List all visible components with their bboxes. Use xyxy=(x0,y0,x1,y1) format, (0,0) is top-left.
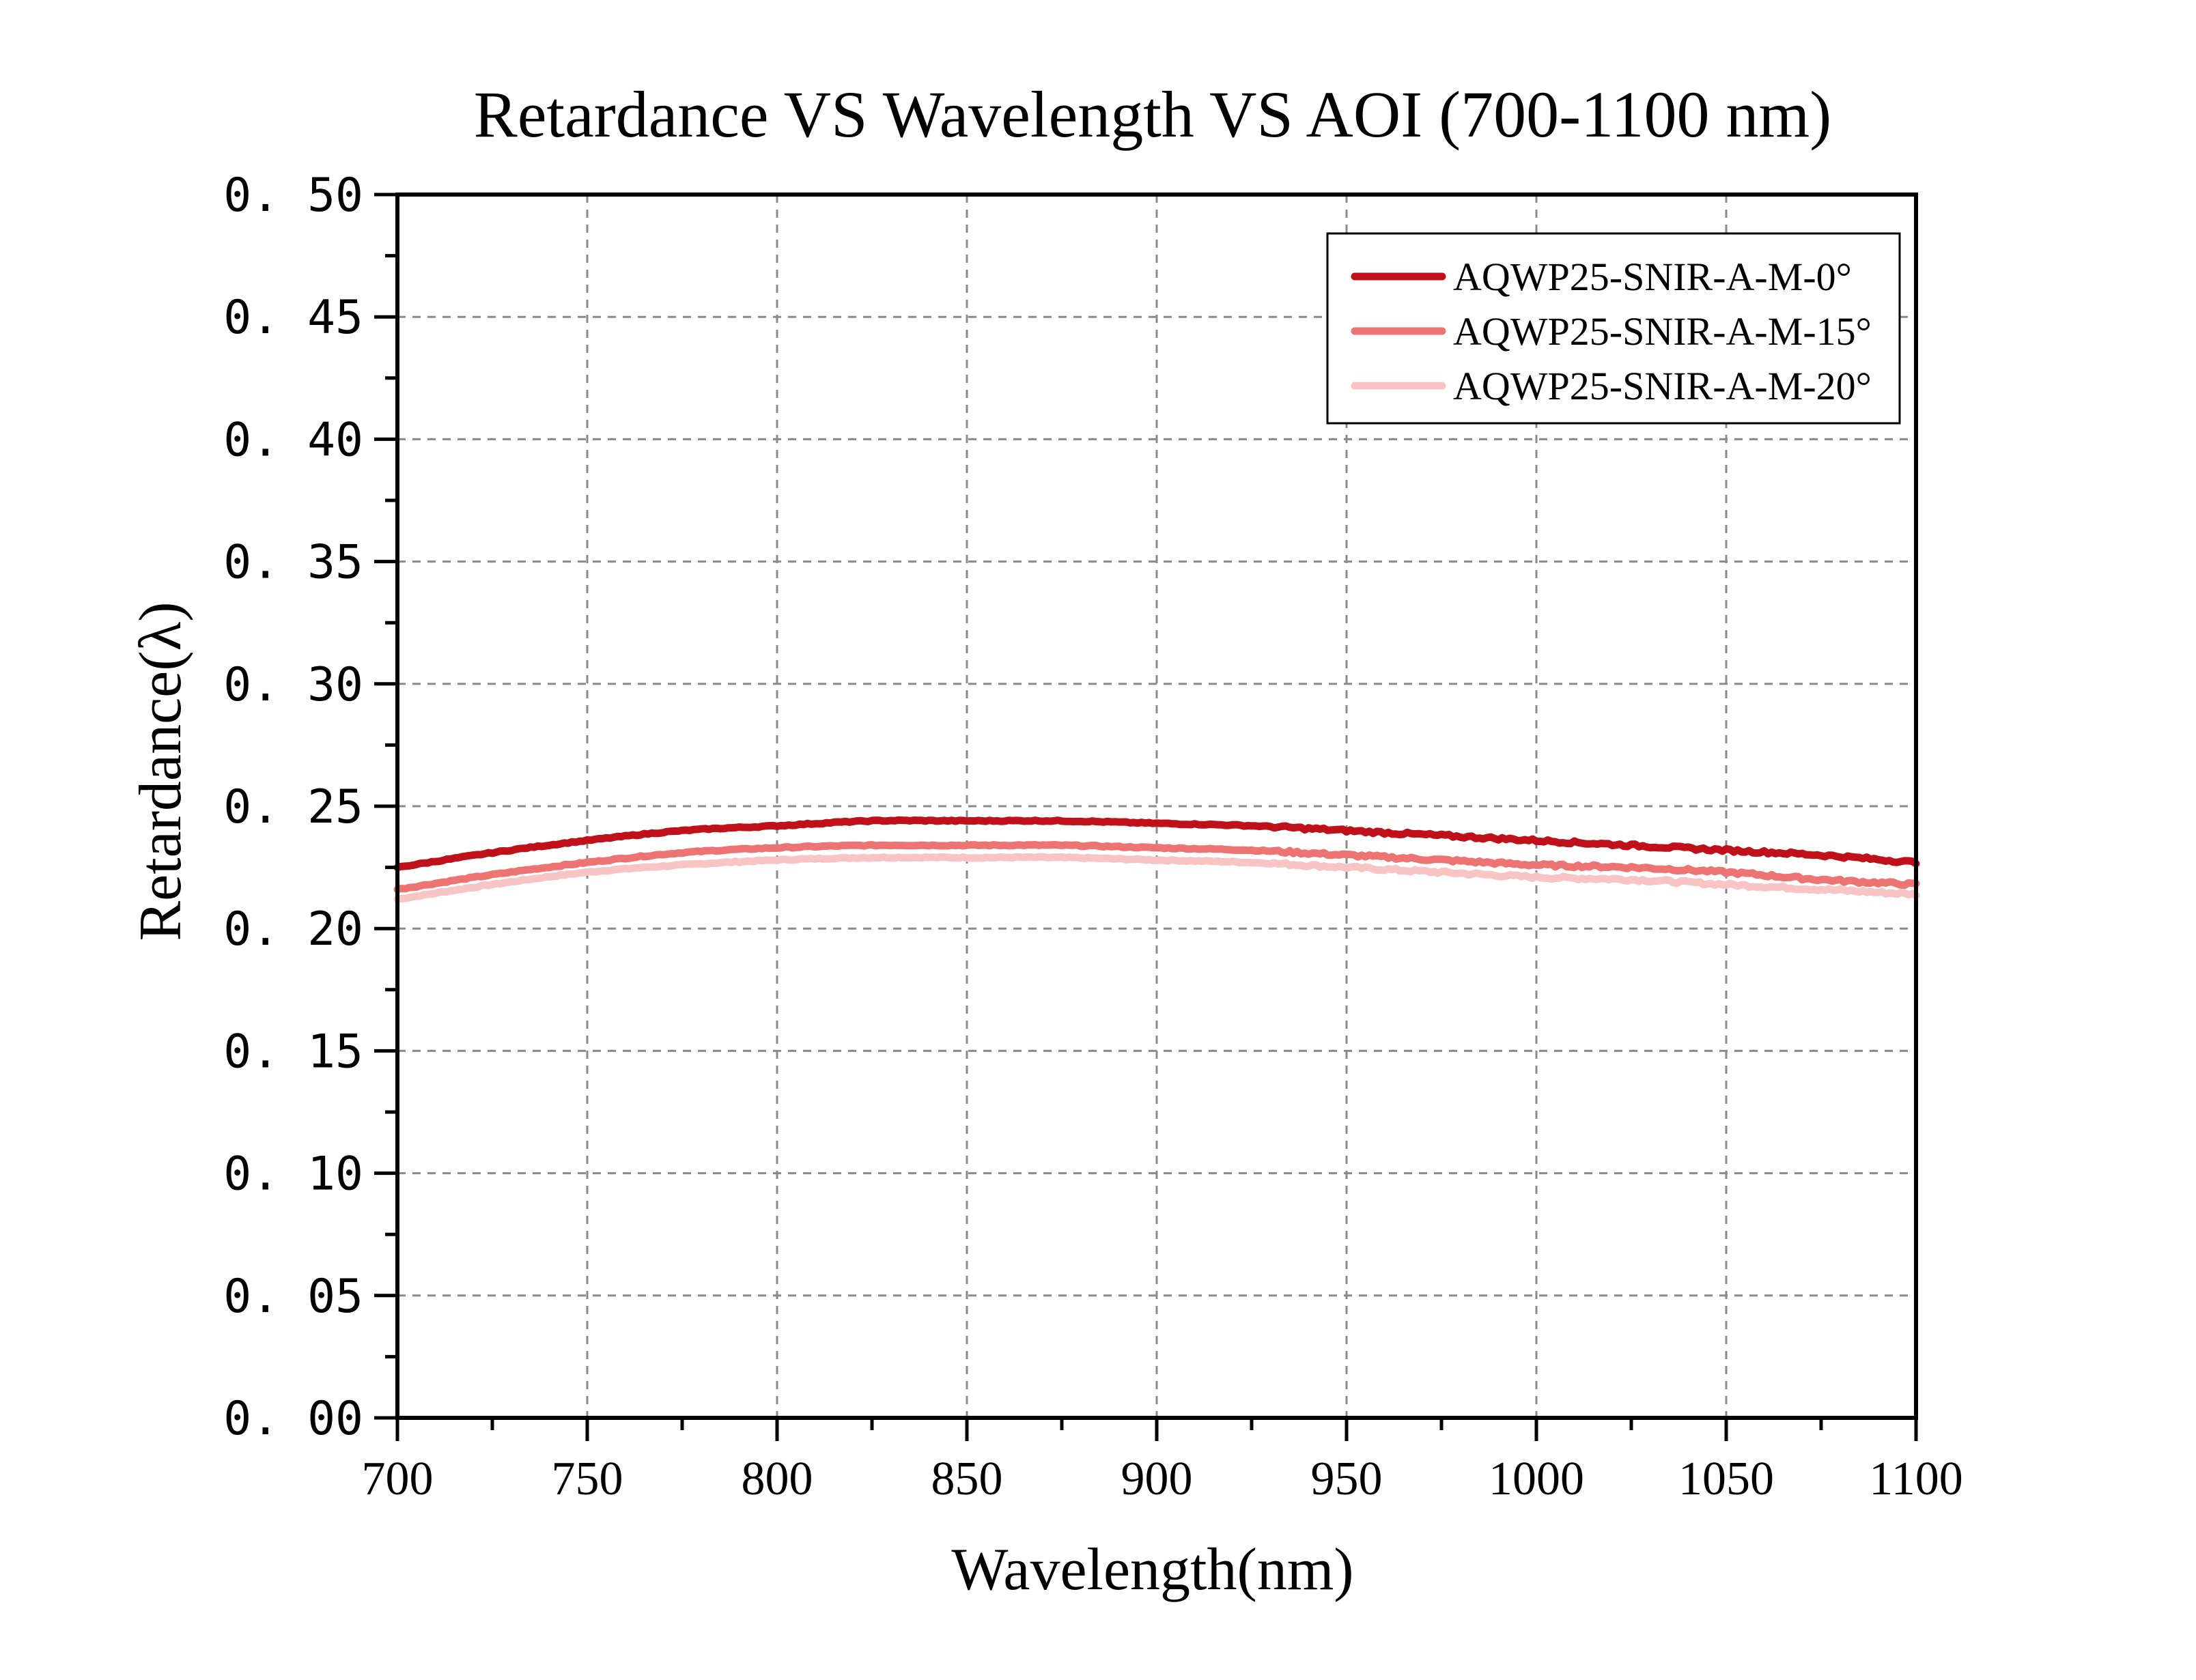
legend-label: AQWP25-SNIR-A-M-0° xyxy=(1453,255,1852,299)
y-tick-label: 0. 50 xyxy=(223,169,363,223)
x-axis-label: Wavelength(nm) xyxy=(951,1537,1353,1603)
legend-label: AQWP25-SNIR-A-M-15° xyxy=(1453,309,1872,354)
x-tick-label: 1050 xyxy=(1678,1453,1774,1505)
y-tick-label: 0. 25 xyxy=(223,780,363,834)
chart-title: Retardance VS Wavelength VS AOI (700-110… xyxy=(474,78,1831,151)
x-tick-label: 900 xyxy=(1121,1453,1193,1505)
y-tick-label: 0. 05 xyxy=(223,1270,363,1324)
y-tick-label: 0. 30 xyxy=(223,658,363,712)
x-tick-labels: 700 750 800 850 900 950 1000 1050 1100 xyxy=(362,1453,1963,1505)
y-tick-label: 0. 00 xyxy=(223,1392,363,1446)
y-tick-label: 0. 35 xyxy=(223,536,363,590)
y-tick-label: 0. 10 xyxy=(223,1148,363,1201)
legend-label: AQWP25-SNIR-A-M-20° xyxy=(1453,364,1872,408)
series-group xyxy=(393,816,1920,903)
y-tick-label: 0. 45 xyxy=(223,291,363,345)
series-line xyxy=(393,816,1920,872)
y-tick-label: 0. 40 xyxy=(223,413,363,467)
y-axis-label: Retardance(λ) xyxy=(128,601,194,941)
x-tick-label: 700 xyxy=(362,1453,434,1505)
x-tick-label: 750 xyxy=(552,1453,623,1505)
y-tick-labels: 0. 00 0. 05 0. 10 0. 15 0. 20 0. 25 0. 30 0. 35… xyxy=(223,169,363,1446)
x-tick-label: 950 xyxy=(1311,1453,1383,1505)
axes xyxy=(374,193,1918,1441)
y-tick-label: 0. 20 xyxy=(223,902,363,956)
legend: AQWP25-SNIR-A-M-0° AQWP25-SNIR-A-M-15° AQW… xyxy=(1326,232,1901,425)
x-tick-label: 850 xyxy=(931,1453,1003,1505)
x-tick-label: 800 xyxy=(742,1453,813,1505)
series-line xyxy=(393,853,1920,903)
x-tick-label: 1100 xyxy=(1869,1453,1962,1505)
y-tick-label: 0. 15 xyxy=(223,1025,363,1079)
x-tick-label: 1000 xyxy=(1489,1453,1584,1505)
series-line xyxy=(393,840,1920,894)
